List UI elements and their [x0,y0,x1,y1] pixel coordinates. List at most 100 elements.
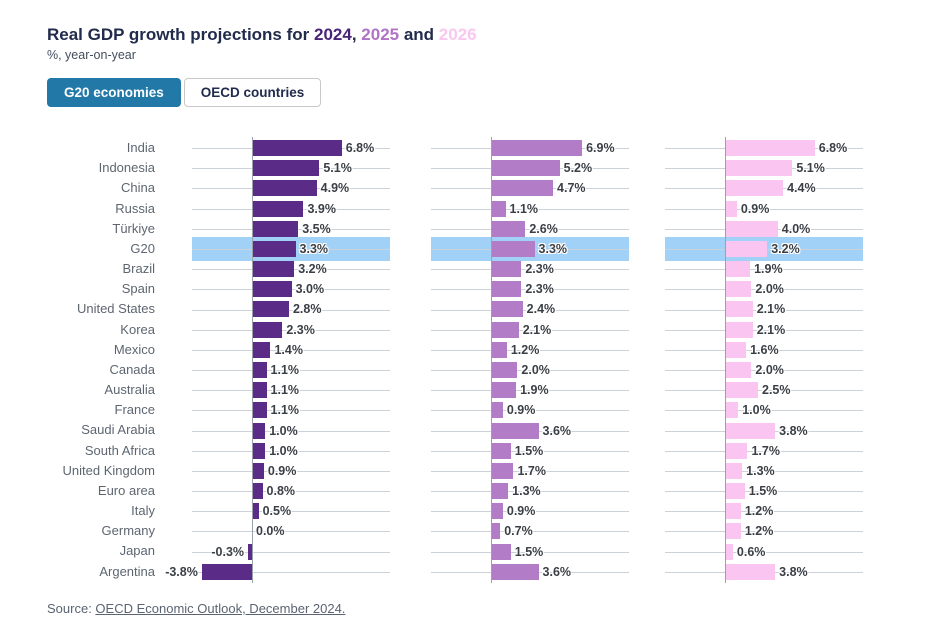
bar-2024 [252,382,267,399]
chart-row-2026: 3.8% [665,421,863,441]
bar-2026 [725,140,815,156]
chart-panel-2025: 6.9% 5.2% 4.7% 1.1% 2.6% 3.3% 2.3% 2.3% 2.4% 2.1%… [431,137,629,583]
tab-g20-economies[interactable]: G20 economies [47,78,181,107]
chart-row-2026: 2.0% [665,360,863,380]
bar-value-label: 3.2% [771,241,800,256]
bar-2025 [491,281,522,298]
bar-value-label: 0.9% [740,201,770,216]
gridline [431,551,629,553]
bar-2026 [725,281,752,298]
bar-value-label: 3.0% [295,282,325,297]
chart-row-2025: 2.3% [431,279,629,299]
chart-row-2026: 2.0% [665,279,863,299]
bar-2026 [725,523,741,540]
chart-row-2026: 0.9% [665,199,863,219]
chart-row-2026: 1.3% [665,461,863,481]
bar-value-label: 5.1% [796,161,825,176]
gridline [431,349,629,351]
gridline [431,491,629,493]
bar-value-label: 3.2% [298,262,327,277]
chart-row-2026: 0.6% [665,542,863,562]
bar-value-label: 0.9% [267,463,297,478]
chart-row-2025: 0.9% [431,400,629,420]
gridline [665,309,863,311]
bar-value-label: 1.2% [510,342,540,357]
bar-value-label: 6.8% [818,141,848,155]
gridline [665,208,863,210]
source-note: Source: OECD Economic Outlook, December … [47,601,345,616]
bar-value-label: 2.0% [755,282,784,297]
bar-value-label: 3.3% [299,241,329,256]
bar-2026 [725,483,745,500]
bar-2024 [201,563,252,580]
chart-panel-2024: 6.8% 5.1% 4.9% 3.9% 3.5% 3.3% 3.2% 3.0% 2.8% 2.3%… [165,137,390,583]
gridline [192,370,390,372]
bar-2024 [252,402,267,419]
bar-value-label: 1.1% [270,403,300,418]
bar-value-label: 1.3% [512,484,541,499]
bar-value-label: -0.3% [211,544,245,559]
bar-2024 [252,321,283,338]
chart-row-2026: 1.7% [665,441,863,461]
chart-row-2026: 3.8% [665,562,863,582]
bar-value-label: 3.5% [302,221,331,236]
bar-2026 [725,261,751,278]
bar-value-label: 4.9% [320,181,350,196]
chart-row-2024: 3.3% [192,239,390,259]
chart-row-2025: 3.3% [431,239,629,259]
gridline [431,289,629,291]
bar-value-label: 1.4% [274,342,303,357]
chart-row-2024: 3.5% [192,219,390,239]
bar-2026 [725,160,793,177]
bar-value-label: 1.1% [270,383,300,398]
country-label: Argentina [99,563,155,579]
gridline [192,470,390,472]
country-labels: India Indonesia China Russia Türkiye G20 Brazi… [47,138,156,582]
chart-row-2024: 5.1% [192,158,390,178]
bar-value-label: 4.7% [557,181,586,196]
bar-value-label: 2.1% [756,322,786,337]
gridline [665,531,863,533]
bar-2025 [491,563,539,580]
bar-2025 [491,160,560,177]
bar-2024 [252,422,266,439]
chart-row-2025: 0.7% [431,521,629,541]
gridline [192,410,390,412]
chart-row-2025: 6.9% [431,138,629,158]
bar-value-label: 0.9% [506,504,536,519]
bar-2026 [725,442,748,459]
chart-row-2024: 2.8% [192,299,390,319]
bar-2025 [491,180,554,197]
bar-2024 [252,261,295,278]
gridline [431,531,629,533]
bar-2025 [491,442,511,459]
gridline [192,430,390,432]
bar-2025 [491,462,514,479]
chart-row-2024: 1.1% [192,380,390,400]
chart-row-2024: 0.9% [192,461,390,481]
bar-2026 [725,240,768,257]
gridline [665,349,863,351]
bar-2025 [491,483,509,500]
bar-2024 [252,442,266,459]
bar-value-label: 1.5% [514,443,544,458]
bar-2024 [252,483,263,500]
bar-value-label: 2.3% [525,262,554,277]
gridline [192,491,390,493]
tab-oecd-countries[interactable]: OECD countries [183,78,322,107]
country-label: Australia [104,382,155,398]
country-label: Russia [115,200,155,216]
gridline [665,491,863,493]
bar-2026 [725,503,741,520]
bar-2024 [252,341,271,358]
bar-value-label: 6.8% [345,141,375,155]
bar-value-label: 2.4% [526,302,556,317]
bar-value-label: 1.0% [269,443,298,458]
country-label: Japan [119,543,155,559]
source-link[interactable]: OECD Economic Outlook, December 2024. [95,601,346,616]
bar-2025 [491,361,518,378]
chart-row-2025: 1.7% [431,461,629,481]
source-prefix: Source: [47,601,96,616]
gridline [665,511,863,513]
bar-value-label: 3.9% [307,201,336,216]
